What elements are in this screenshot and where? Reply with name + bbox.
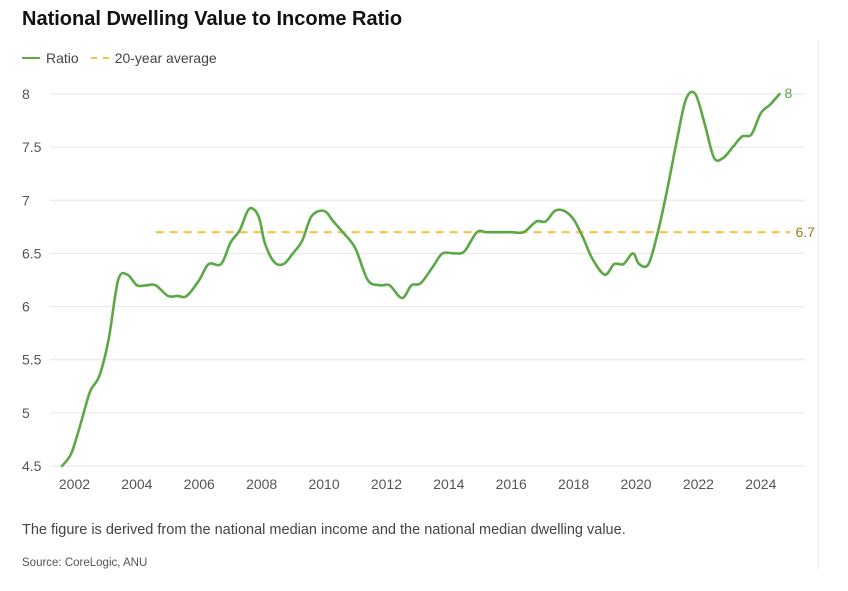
- y-tick-label-4-5: 4.5: [22, 458, 42, 474]
- series-line-ratio: [60, 90, 781, 468]
- x-tick-label-2018: 2018: [558, 476, 589, 492]
- x-tick-label-2024: 2024: [745, 476, 776, 492]
- y-tick-label-7-5: 7.5: [22, 139, 42, 155]
- chart-title: National Dwelling Value to Income Ratio: [22, 8, 403, 30]
- legend-label-average: 20-year average: [114, 50, 217, 66]
- gridlines: [50, 93, 805, 467]
- x-tick-label-2004: 2004: [121, 476, 152, 492]
- x-tick-label-2002: 2002: [59, 476, 90, 492]
- x-tick-label-2014: 2014: [433, 476, 464, 492]
- end-label-ratio: 8: [785, 85, 793, 101]
- y-tick-label-8: 8: [22, 86, 30, 102]
- series-lines: [60, 90, 791, 468]
- legend-item-ratio[interactable]: Ratio: [22, 50, 79, 66]
- legend-item-average[interactable]: 20-year average: [90, 50, 217, 66]
- y-tick-label-5: 5: [22, 405, 30, 421]
- x-tick-label-2012: 2012: [371, 476, 402, 492]
- y-tick-label-6: 6: [22, 299, 30, 315]
- end-label-20-year-average: 6.7: [795, 224, 815, 240]
- y-axis-tick-labels: 4.5 5 5.5 6 6.5 7 7.5 8: [22, 86, 42, 474]
- x-tick-label-2008: 2008: [246, 476, 277, 492]
- x-tick-label-2016: 2016: [496, 476, 527, 492]
- y-tick-label-6-5: 6.5: [22, 245, 42, 261]
- x-tick-label-2022: 2022: [683, 476, 714, 492]
- chart-legend: Ratio 20-year average: [22, 50, 229, 66]
- x-tick-label-2020: 2020: [620, 476, 651, 492]
- panel-divider: [818, 40, 819, 570]
- legend-swatch-ratio: [22, 57, 40, 59]
- x-tick-label-2006: 2006: [184, 476, 215, 492]
- x-tick-label-2010: 2010: [308, 476, 339, 492]
- end-labels: 86.7: [785, 85, 816, 240]
- chart-note: The figure is derived from the national …: [22, 522, 626, 538]
- x-axis-tick-labels: 2002 2004 2006 2008 2010 2012 2014 2016 2018 2020…: [59, 476, 777, 492]
- legend-label-ratio: Ratio: [46, 50, 79, 66]
- chart-source: Source: CoreLogic, ANU: [22, 557, 148, 569]
- y-tick-label-5-5: 5.5: [22, 352, 42, 368]
- legend-swatch-average: [90, 57, 109, 59]
- y-tick-label-7: 7: [22, 192, 30, 208]
